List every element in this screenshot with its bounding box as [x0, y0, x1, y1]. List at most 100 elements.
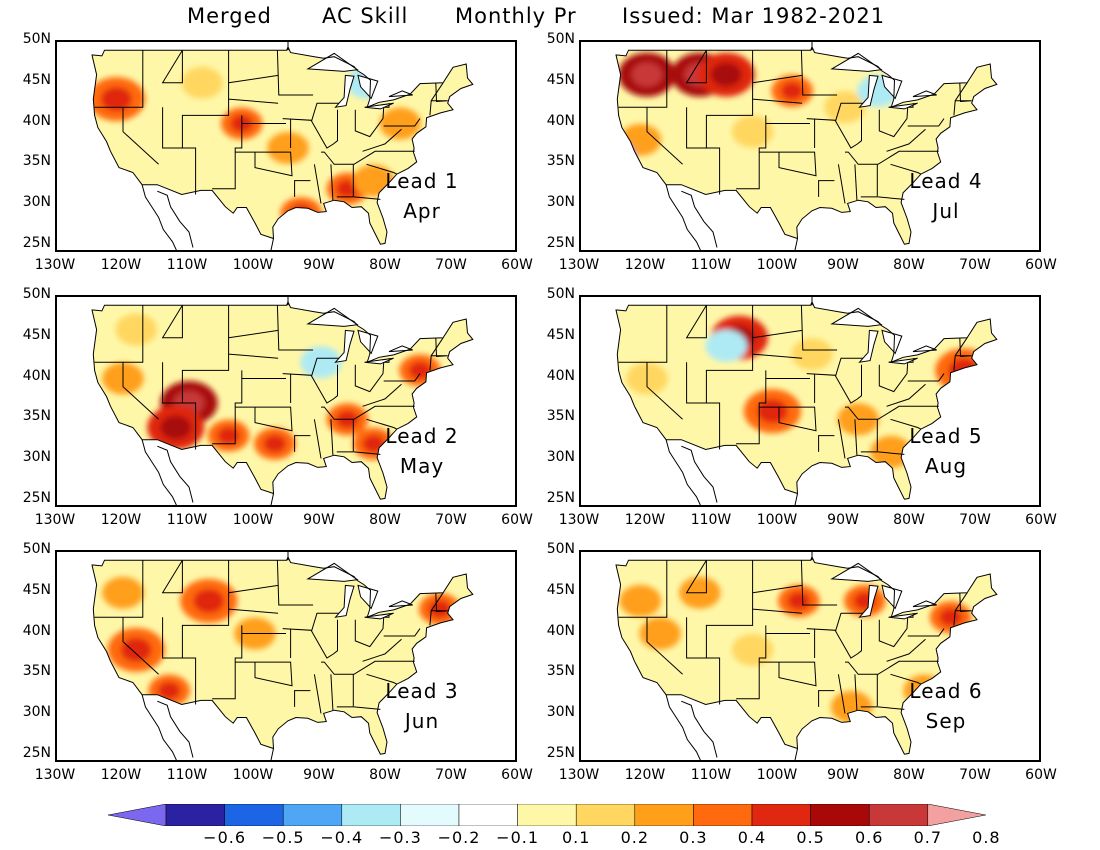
state-border [955, 337, 972, 358]
mexico-coastline [141, 439, 177, 505]
lon-tick-label: 110W [690, 257, 732, 273]
state-border [282, 102, 341, 121]
state-border [336, 164, 354, 198]
lat-tick-label: 45N [22, 71, 51, 88]
lon-tick-label: 70W [435, 767, 467, 783]
skill-map [615, 42, 998, 250]
lat-tick-label: 45N [546, 71, 575, 88]
skill-blob-core [101, 86, 132, 112]
mexico-coastline [665, 439, 701, 505]
lon-tick-label: 120W [100, 257, 142, 273]
state-border [94, 305, 144, 363]
state-border [646, 362, 683, 420]
lat-tick-label: 45N [22, 326, 51, 343]
lat-tick-label: 25N [22, 744, 51, 761]
state-border [845, 150, 939, 165]
lon-tick-label: 130W [34, 512, 76, 528]
lon-tick-label: 100W [756, 512, 798, 528]
map-frame: Lead 1 Apr [55, 40, 517, 252]
state-border [837, 419, 846, 459]
state-border [854, 419, 858, 456]
lat-tick-label: 45N [546, 326, 575, 343]
us-outline [615, 45, 998, 245]
state-border [686, 617, 721, 705]
state-border [162, 107, 197, 195]
great-lake [357, 584, 379, 610]
colorbar-tick-label: −0.3 [378, 828, 422, 847]
skill-blob-core [160, 415, 192, 440]
us-outline [91, 300, 474, 500]
state-border [294, 435, 311, 452]
state-border [313, 674, 322, 714]
state-border [383, 628, 421, 637]
mexico-coastline [157, 445, 194, 503]
lon-tick-label: 130W [558, 767, 600, 783]
lon-tick-label: 80W [893, 257, 925, 273]
state-border [736, 370, 767, 445]
great-lake [357, 329, 379, 355]
title-variable: Monthly Pr [455, 4, 577, 28]
lat-tick-label: 35N [546, 408, 575, 425]
great-lake [334, 74, 355, 108]
lon-tick-label: 110W [690, 512, 732, 528]
lat-tick-label: 25N [22, 234, 51, 251]
state-border [354, 107, 385, 138]
lat-tick-label: 30N [22, 449, 51, 466]
state-border [330, 164, 334, 201]
colorbar-tick-label: 0.4 [737, 828, 767, 847]
lat-tick-label: 45N [22, 581, 51, 598]
lon-tick-label: 120W [100, 767, 142, 783]
colorbar-tick-label: 0.6 [854, 828, 884, 847]
lead-label: Lead 5 Aug [891, 421, 1001, 481]
great-lake [334, 584, 355, 618]
lat-tick-label: 50N [546, 31, 575, 47]
lead-label: Lead 3 Jun [367, 676, 477, 736]
state-border [362, 128, 402, 152]
skill-blob [705, 329, 747, 362]
skill-blob [379, 107, 422, 140]
state-border [800, 305, 838, 351]
state-border [854, 164, 858, 201]
lat-tick-label: 25N [546, 489, 575, 506]
lat-tick-label: 25N [546, 234, 575, 251]
skill-blob [731, 115, 774, 148]
state-border [878, 362, 909, 393]
state-border [752, 98, 803, 104]
skill-map [615, 297, 998, 505]
lead-month: Jul [932, 199, 960, 223]
lead-number: Lead 4 [909, 169, 983, 193]
lat-tick-label: 35N [546, 663, 575, 680]
skill-blob-core [290, 204, 313, 223]
state-border [800, 560, 838, 606]
state-border [685, 559, 707, 594]
state-border [818, 435, 835, 452]
state-border [886, 638, 926, 662]
lon-tick-label: 60W [501, 257, 533, 273]
colorbar-tick-label: 0.8 [972, 828, 1001, 847]
state-border [162, 617, 197, 705]
mexico-coastline [794, 493, 798, 505]
colorbar-tick-label: 0.5 [796, 828, 825, 847]
lon-tick-label: 60W [1025, 767, 1057, 783]
state-border [878, 617, 909, 648]
great-lake [881, 74, 903, 100]
lat-tick-label: 25N [22, 489, 51, 506]
lead-label: Lead 2 May [367, 421, 477, 481]
state-border [336, 674, 354, 708]
state-border [282, 357, 341, 376]
lon-tick-label: 100W [756, 257, 798, 273]
state-border [736, 625, 767, 700]
state-border [752, 329, 803, 339]
state-border [686, 362, 721, 450]
lat-tick-label: 50N [22, 541, 51, 557]
state-border [366, 163, 398, 175]
state-border [276, 305, 314, 351]
mexico-coastline [141, 694, 177, 760]
skill-blob-core [120, 637, 152, 662]
skill-blob [102, 576, 144, 609]
state-border [276, 50, 314, 96]
colorbar-swatch [224, 804, 284, 826]
state-border [907, 373, 945, 382]
title-dataset: Merged [187, 4, 272, 28]
title-issued: Issued: Mar 1982-2021 [622, 4, 886, 28]
